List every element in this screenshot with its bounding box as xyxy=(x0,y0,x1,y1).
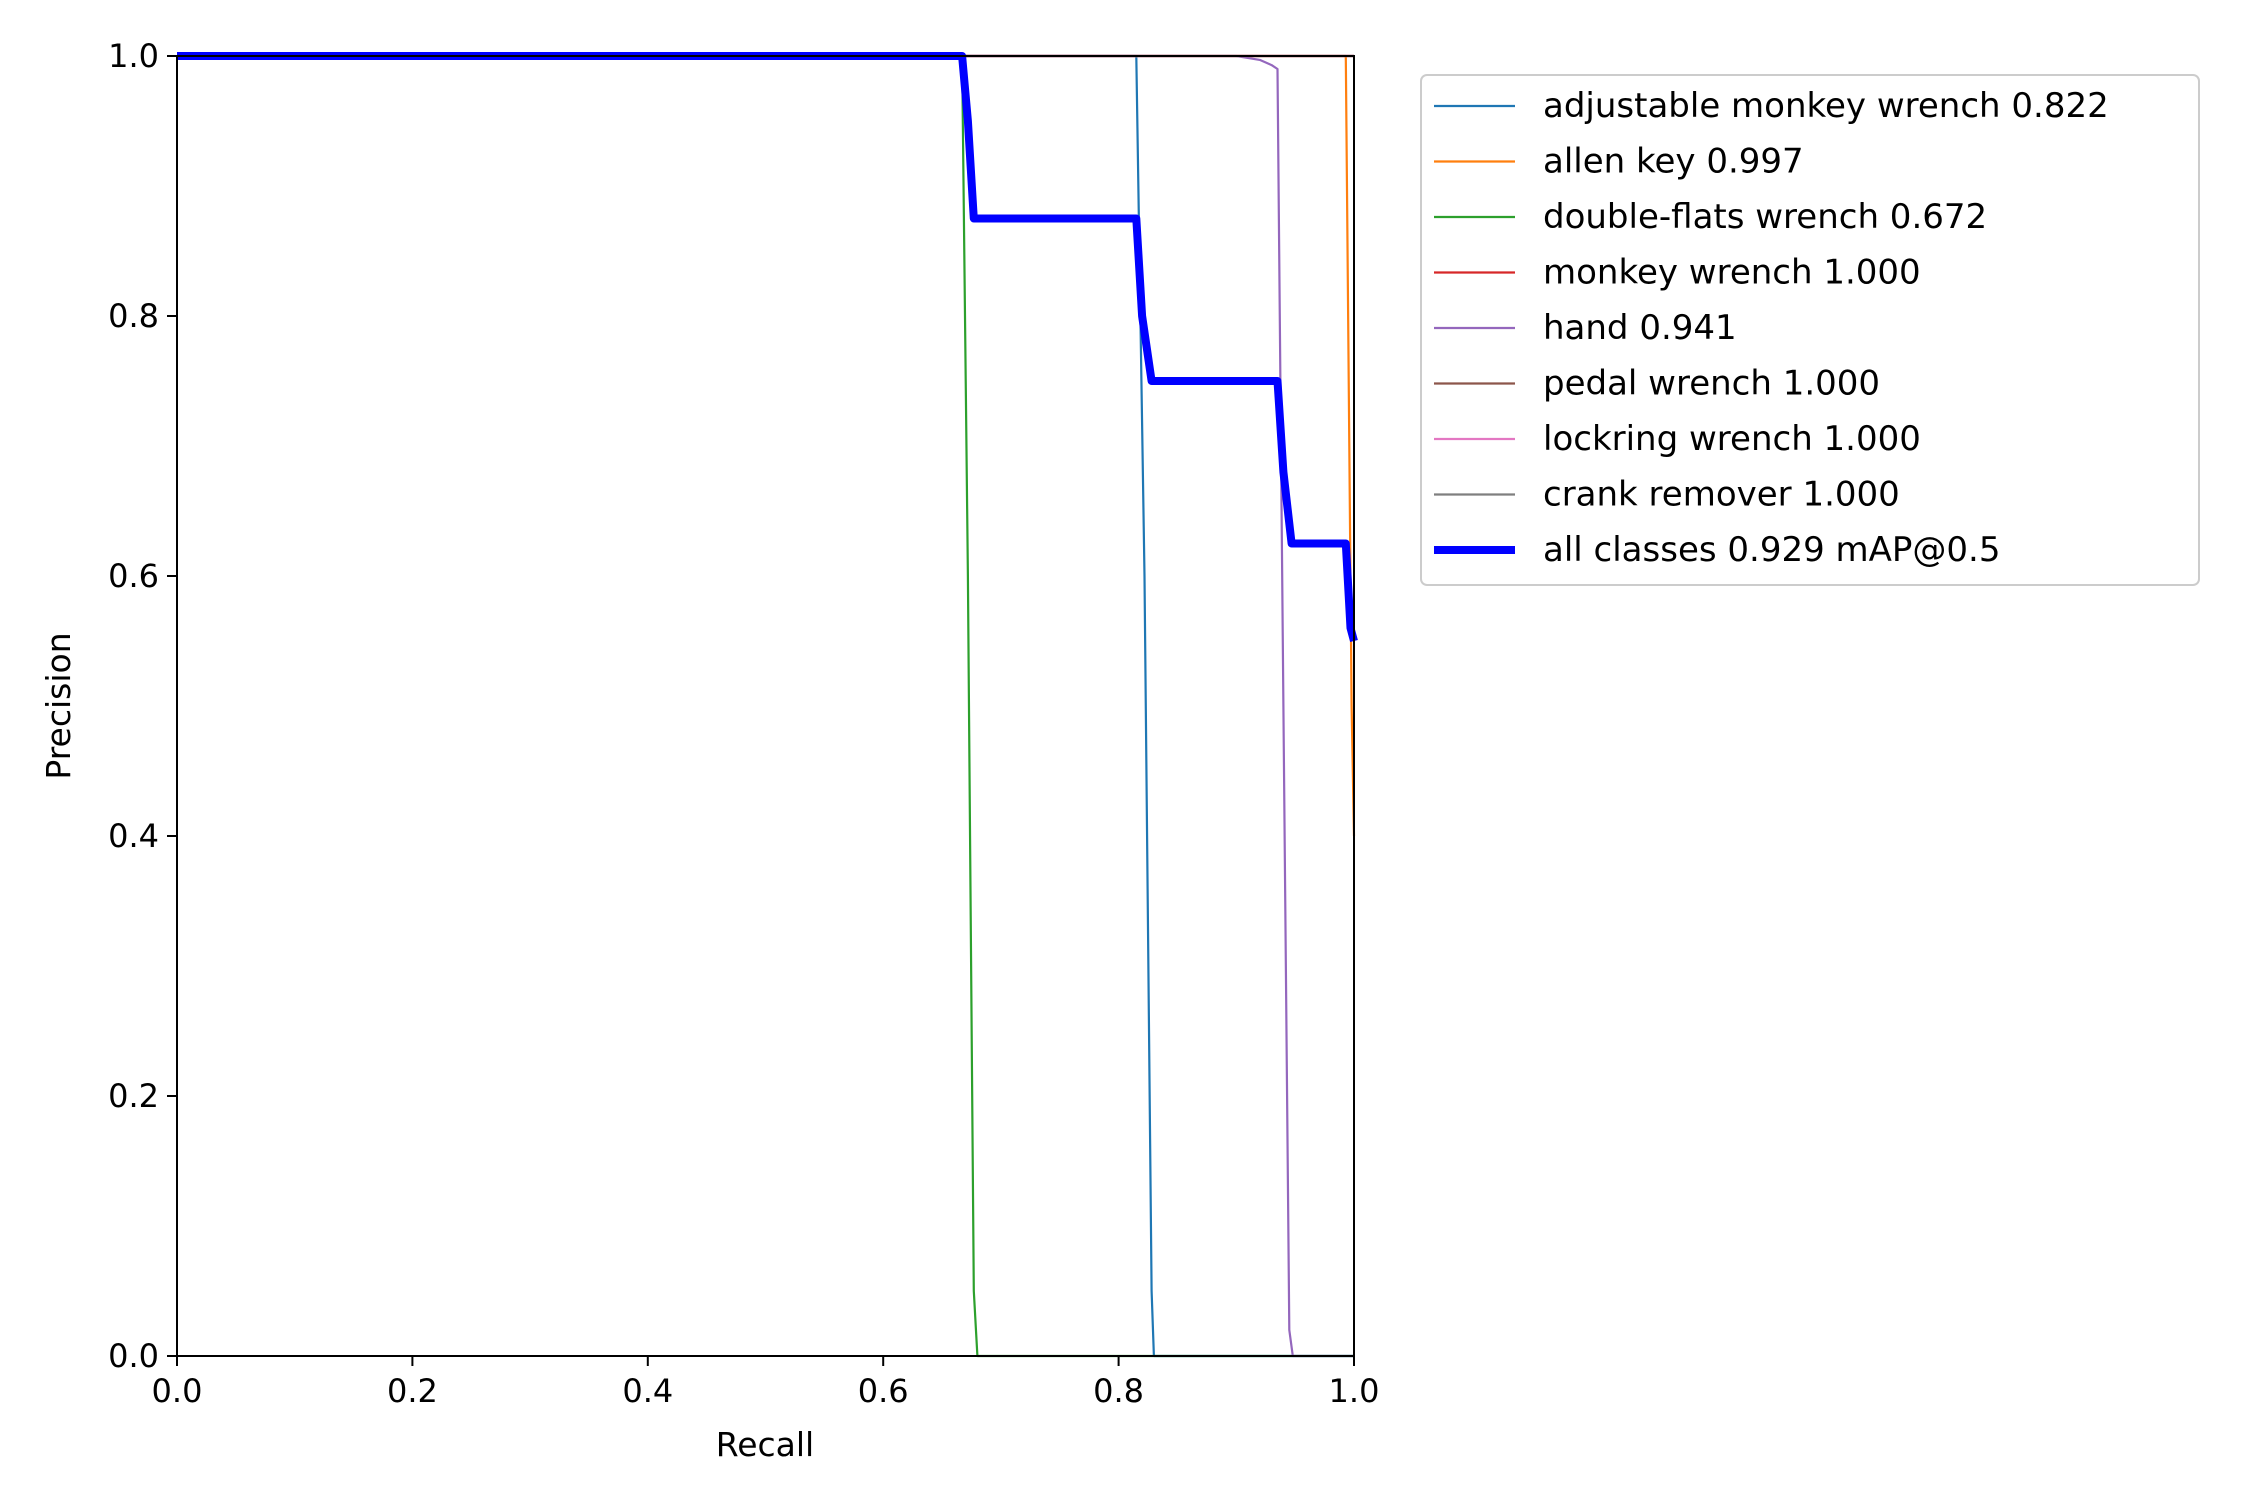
y-axis-label: Precision xyxy=(39,632,78,779)
series-line-2 xyxy=(177,54,1354,1358)
plot-frame xyxy=(176,55,1355,1357)
legend-label-5: pedal wrench 1.000 xyxy=(1543,364,1880,404)
legend-label-2: double-flats wrench 0.672 xyxy=(1543,197,1987,237)
x-axis-label: Recall xyxy=(716,1425,814,1464)
y-tick-label: 0.4 xyxy=(108,817,159,855)
x-tick-label: 0.6 xyxy=(858,1372,909,1410)
series-line-4 xyxy=(177,54,1354,1358)
y-tick-label: 1.0 xyxy=(108,37,159,75)
legend-label-8: all classes 0.929 mAP@0.5 xyxy=(1543,530,2000,570)
axis-ticks: 0.0 0.2 0.4 0.6 0.8 1.0 0.0 0.2 0.4 0.6 0.8 1.0 xyxy=(108,37,1379,1410)
series-layer xyxy=(177,52,1358,1358)
y-tick-label: 0.0 xyxy=(108,1337,159,1375)
legend-label-1: allen key 0.997 xyxy=(1543,142,1804,182)
x-tick-label: 0.4 xyxy=(622,1372,673,1410)
series-line-8 xyxy=(177,52,1358,643)
y-tick-label: 0.6 xyxy=(108,557,159,595)
y-tick-label: 0.2 xyxy=(108,1077,159,1115)
x-tick-label: 0.2 xyxy=(387,1372,438,1410)
x-tick-label: 0.8 xyxy=(1093,1372,1144,1410)
series-line-0 xyxy=(177,54,1354,1358)
x-tick-label: 1.0 xyxy=(1329,1372,1380,1410)
legend-label-4: hand 0.941 xyxy=(1543,308,1737,348)
legend: adjustable monkey wrench 0.822 allen key … xyxy=(1420,74,2200,586)
legend-label-6: lockring wrench 1.000 xyxy=(1543,419,1921,459)
legend-label-0: adjustable monkey wrench 0.822 xyxy=(1543,86,2109,126)
y-tick-label: 0.8 xyxy=(108,297,159,335)
legend-label-3: monkey wrench 1.000 xyxy=(1543,253,1921,293)
legend-label-7: crank remover 1.000 xyxy=(1543,475,1900,515)
series-line-1 xyxy=(177,54,1356,837)
x-tick-label: 0.0 xyxy=(152,1372,203,1410)
legend-frame xyxy=(1420,74,2200,586)
